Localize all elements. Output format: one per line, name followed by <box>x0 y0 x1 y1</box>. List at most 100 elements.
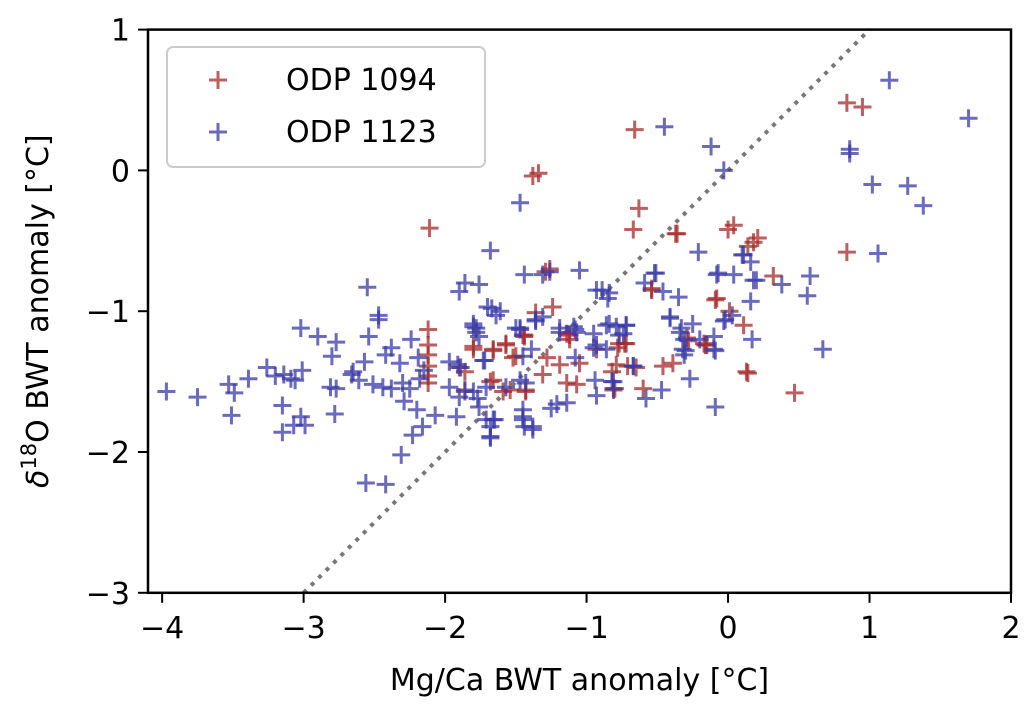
data-point <box>392 445 411 464</box>
data-point <box>448 355 467 374</box>
data-point <box>440 352 459 371</box>
data-point <box>706 397 725 416</box>
data-point <box>668 224 687 243</box>
data-point <box>481 241 500 260</box>
data-point <box>624 357 643 376</box>
data-point <box>188 388 207 407</box>
data-point <box>511 193 530 212</box>
data-point <box>526 312 545 331</box>
legend-marker-odp-1094 <box>209 71 227 89</box>
data-point <box>714 161 733 180</box>
data-point <box>598 289 617 308</box>
data-point <box>914 196 933 215</box>
x-axis-label: Mg/Ca BWT anomaly [°C] <box>390 663 769 698</box>
data-point <box>481 427 500 446</box>
data-point <box>358 278 377 297</box>
y-tick-label: 1 <box>111 14 130 49</box>
data-point <box>853 98 872 117</box>
data-point <box>523 417 542 436</box>
data-point <box>413 417 432 436</box>
data-point <box>566 320 585 339</box>
data-point <box>523 167 542 186</box>
data-point <box>376 345 395 364</box>
data-point <box>540 262 559 281</box>
x-tick-label: 2 <box>1001 611 1020 646</box>
data-point <box>652 381 671 400</box>
data-point <box>322 347 341 366</box>
data-point <box>390 354 409 373</box>
data-point <box>655 117 674 136</box>
data-point <box>636 389 655 408</box>
data-point <box>550 355 569 374</box>
data-point <box>470 275 489 294</box>
data-point <box>690 330 709 349</box>
y-axis: −3 −2 −1 0 1 <box>86 14 148 612</box>
data-point <box>898 176 917 195</box>
reference-line-layer <box>302 28 871 595</box>
x-tick-label: 1 <box>860 611 879 646</box>
series-odp-1094 <box>419 93 872 402</box>
data-point <box>355 352 374 371</box>
data-point <box>604 372 623 391</box>
data-point <box>451 358 470 377</box>
data-point <box>635 274 654 293</box>
data-point <box>676 341 695 360</box>
data-point <box>356 473 375 492</box>
data-point <box>291 319 310 338</box>
data-point <box>801 267 820 285</box>
data-point <box>286 371 305 390</box>
data-point <box>743 330 762 349</box>
data-point <box>369 310 388 329</box>
legend-box <box>166 46 486 168</box>
legend: ODP 1094 ODP 1123 <box>166 46 486 168</box>
data-point <box>420 219 439 238</box>
data-point <box>785 383 804 402</box>
data-point <box>720 302 739 321</box>
data-point <box>296 416 315 435</box>
data-point <box>689 243 708 262</box>
legend-label-odp-1094: ODP 1094 <box>286 63 437 98</box>
data-point <box>327 379 346 398</box>
data-point <box>880 71 899 90</box>
legend-marker-glyph <box>209 123 227 141</box>
y-tick-label: 0 <box>111 154 130 189</box>
data-point <box>586 371 605 390</box>
data-point <box>614 324 633 343</box>
data-point <box>597 340 616 359</box>
data-point <box>748 228 767 247</box>
data-point <box>402 330 421 349</box>
data-point <box>734 316 753 335</box>
data-point <box>542 399 561 418</box>
data-point <box>537 348 556 367</box>
data-point <box>513 347 532 366</box>
data-point <box>680 369 699 388</box>
data-point <box>409 348 428 367</box>
legend-label-odp-1123: ODP 1123 <box>286 115 437 150</box>
data-point <box>625 120 644 139</box>
data-point <box>645 264 664 283</box>
data-point <box>257 358 276 377</box>
data-point <box>709 264 728 283</box>
data-point <box>464 314 483 333</box>
data-point <box>617 316 636 335</box>
data-point <box>772 275 791 294</box>
data-point <box>663 354 682 373</box>
data-point <box>798 286 817 305</box>
data-point <box>813 340 832 359</box>
data-point <box>225 383 244 402</box>
data-point <box>747 271 766 290</box>
y-axis-label-rest: O BWT anomaly [°C] <box>21 134 56 443</box>
data-point <box>470 327 489 346</box>
data-point <box>716 310 735 329</box>
data-point <box>587 386 606 405</box>
data-point <box>395 392 414 411</box>
data-point <box>501 381 520 400</box>
data-point <box>516 374 535 393</box>
data-point <box>869 244 888 263</box>
data-point <box>484 341 503 360</box>
data-point <box>419 374 438 393</box>
data-point <box>407 400 426 419</box>
x-tick-label: −1 <box>564 611 608 646</box>
data-point <box>475 351 494 370</box>
